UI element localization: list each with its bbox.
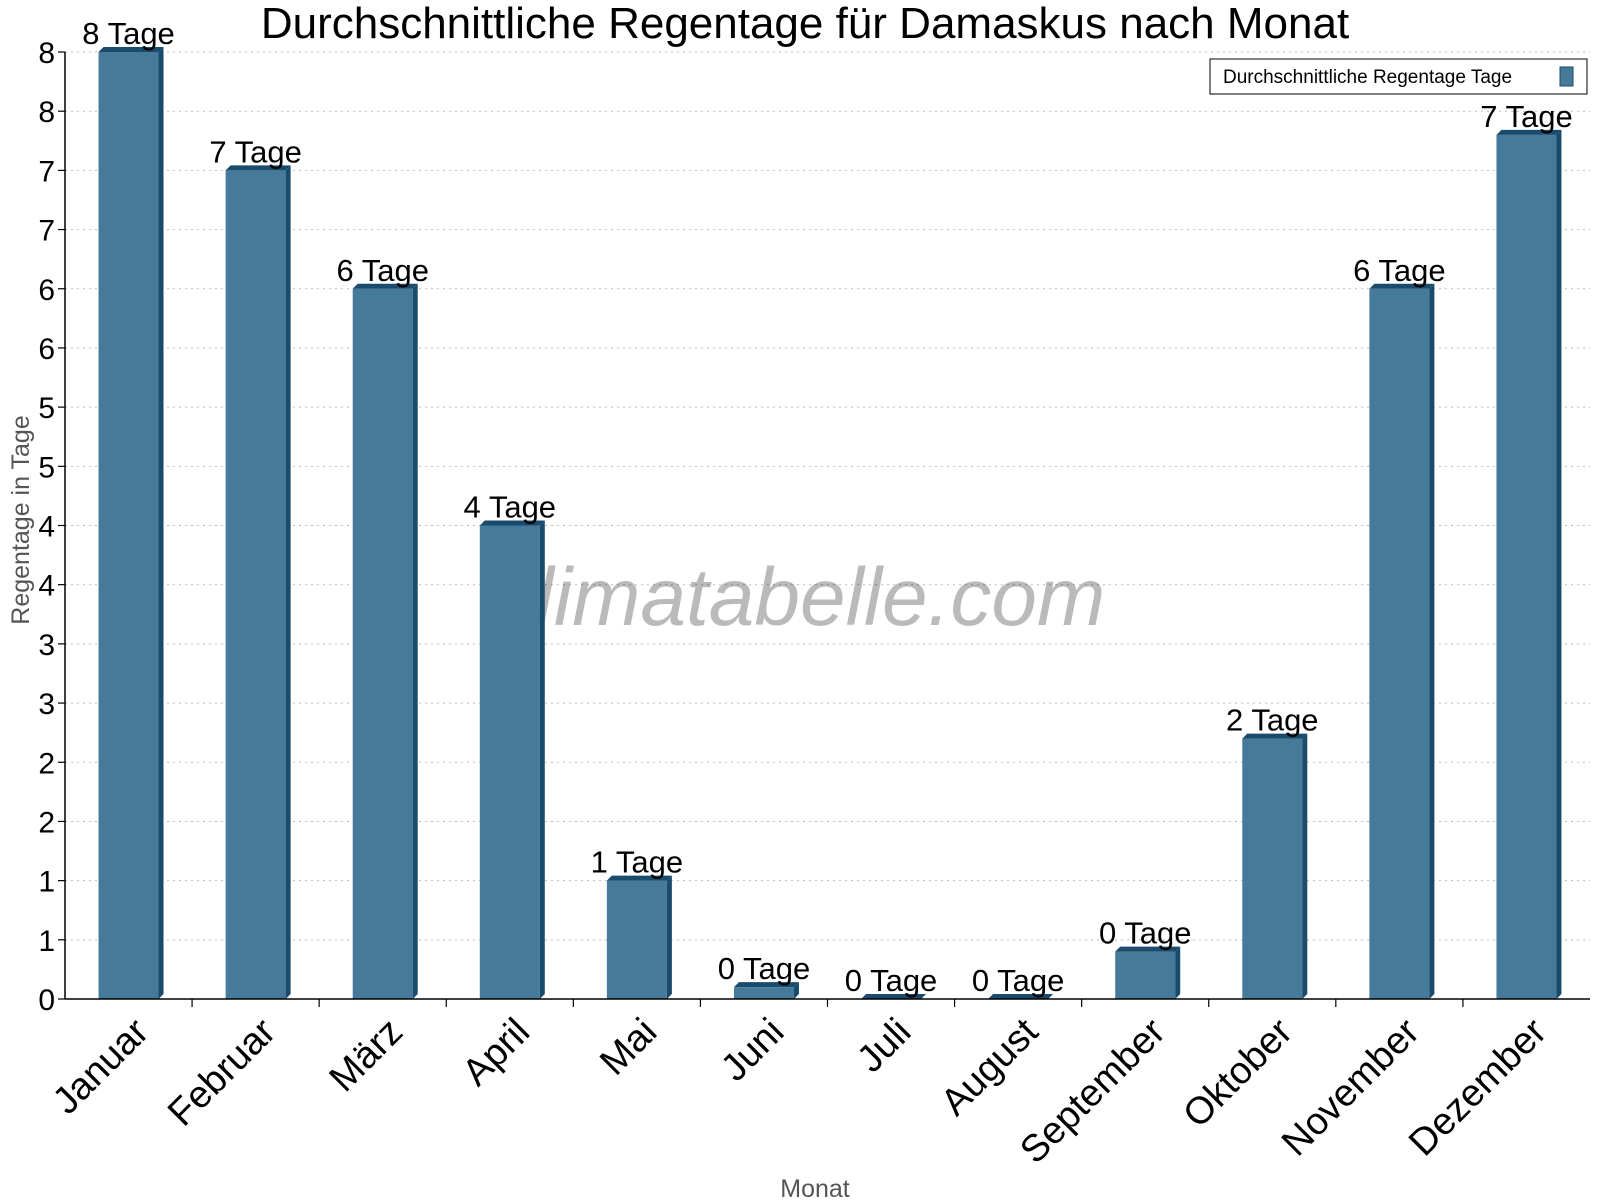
x-tick-label: Dezember — [1401, 1010, 1555, 1164]
y-tick-label: 7 — [38, 215, 55, 248]
bar-april — [479, 525, 540, 999]
chart-title: Durchschnittliche Regentage für Damaskus… — [261, 0, 1349, 48]
x-tick-label: März — [322, 1011, 411, 1100]
value-labels: 8 Tage 7 Tage 6 Tage 4 Tage 1 Tage 0 Tage 0 Ta… — [82, 16, 1572, 998]
bar-side — [539, 520, 545, 999]
x-tick-label: April — [455, 1011, 538, 1094]
value-label: 0 Tage — [845, 963, 938, 998]
bar-top — [1115, 946, 1181, 952]
y-tick-label: 1 — [38, 925, 55, 958]
legend-box — [1209, 58, 1588, 95]
bar-top — [861, 994, 927, 999]
x-tick-label: Juni — [713, 1011, 792, 1090]
y-tick-label: 4 — [38, 570, 55, 603]
x-tick-label: Juli — [849, 1011, 919, 1081]
bar-side — [1175, 946, 1181, 999]
y-tick-label: 8 — [38, 37, 55, 70]
bar-side — [285, 165, 291, 999]
bar-mai — [606, 880, 667, 999]
watermark: klimatabelle.com — [495, 552, 1106, 643]
bar-juni — [733, 987, 794, 999]
bar-top — [1242, 733, 1308, 739]
y-tick-label: 3 — [38, 688, 55, 721]
legend-label: Durchschnittliche Regentage Tage — [1223, 67, 1512, 88]
x-tick-label: Januar — [45, 1010, 157, 1122]
bar-januar — [98, 52, 159, 999]
x-tick-labels: Januar Februar März April Mai Juni Juli AugustS… — [45, 1010, 1555, 1171]
bar-side — [1429, 283, 1435, 999]
bar-top — [1369, 283, 1435, 289]
y-tick-label: 2 — [38, 747, 55, 780]
bar-side — [1302, 733, 1308, 999]
y-tick-label: 6 — [38, 333, 55, 366]
x-tick-label: August — [933, 1010, 1047, 1124]
bar-side — [412, 283, 418, 999]
value-label: 6 Tage — [1353, 253, 1446, 288]
y-tick-label: 5 — [38, 451, 55, 484]
value-label: 8 Tage — [82, 16, 175, 51]
legend-swatch — [1559, 66, 1574, 87]
y-tick-label: 0 — [38, 984, 55, 1017]
bar-top — [98, 47, 164, 52]
bar-märz — [352, 288, 413, 999]
y-tick-label: 1 — [38, 866, 55, 899]
grid-lines — [65, 51, 1590, 941]
y-axis-title: Regentage in Tage — [7, 415, 35, 624]
bar-februar — [225, 170, 286, 999]
bars — [98, 47, 1562, 1000]
x-axis-title: Monat — [780, 1175, 850, 1200]
y-tick-label: 2 — [38, 806, 55, 839]
value-label: 2 Tage — [1226, 703, 1319, 738]
x-tick-label: November — [1274, 1010, 1428, 1164]
bar-top — [225, 165, 291, 171]
value-label: 4 Tage — [464, 490, 557, 525]
legend: Durchschnittliche Regentage Tage — [1209, 58, 1588, 95]
value-label: 1 Tage — [591, 845, 684, 880]
bar-dezember — [1496, 134, 1557, 1000]
bar-side — [158, 47, 164, 999]
value-label: 7 Tage — [209, 134, 302, 169]
bar-oktober — [1242, 738, 1303, 999]
bar-side — [793, 982, 799, 999]
value-label: 0 Tage — [972, 963, 1065, 998]
value-label: 7 Tage — [1480, 99, 1573, 134]
bar-side — [666, 875, 672, 999]
bar-top — [479, 520, 545, 526]
bar-top — [606, 875, 672, 881]
value-label: 0 Tage — [718, 951, 811, 986]
x-tick-label: Februar — [160, 1010, 284, 1134]
value-label: 0 Tage — [1099, 916, 1192, 951]
value-label: 6 Tage — [336, 253, 429, 288]
bar-top — [1496, 129, 1562, 135]
bar-top — [352, 283, 418, 289]
y-tick-label: 5 — [38, 392, 55, 425]
bar-side — [1556, 129, 1562, 1000]
bar-top — [733, 982, 799, 988]
y-tick-label: 8 — [38, 96, 55, 129]
y-tick-label: 7 — [38, 155, 55, 188]
bar-top — [988, 994, 1054, 999]
x-tick-label: Oktober — [1175, 1010, 1301, 1136]
axes — [58, 51, 1590, 1007]
y-tick-label: 4 — [38, 511, 55, 544]
y-tick-label: 3 — [38, 629, 55, 662]
x-tick-label: Mai — [592, 1011, 665, 1084]
bar-september — [1115, 951, 1176, 999]
y-tick-label: 6 — [38, 274, 55, 307]
y-tick-labels: 0 1 1 2 2 3 3 4 4 5 5 6 6 7 7 8 8 — [38, 37, 55, 1017]
bar-november — [1369, 288, 1430, 999]
